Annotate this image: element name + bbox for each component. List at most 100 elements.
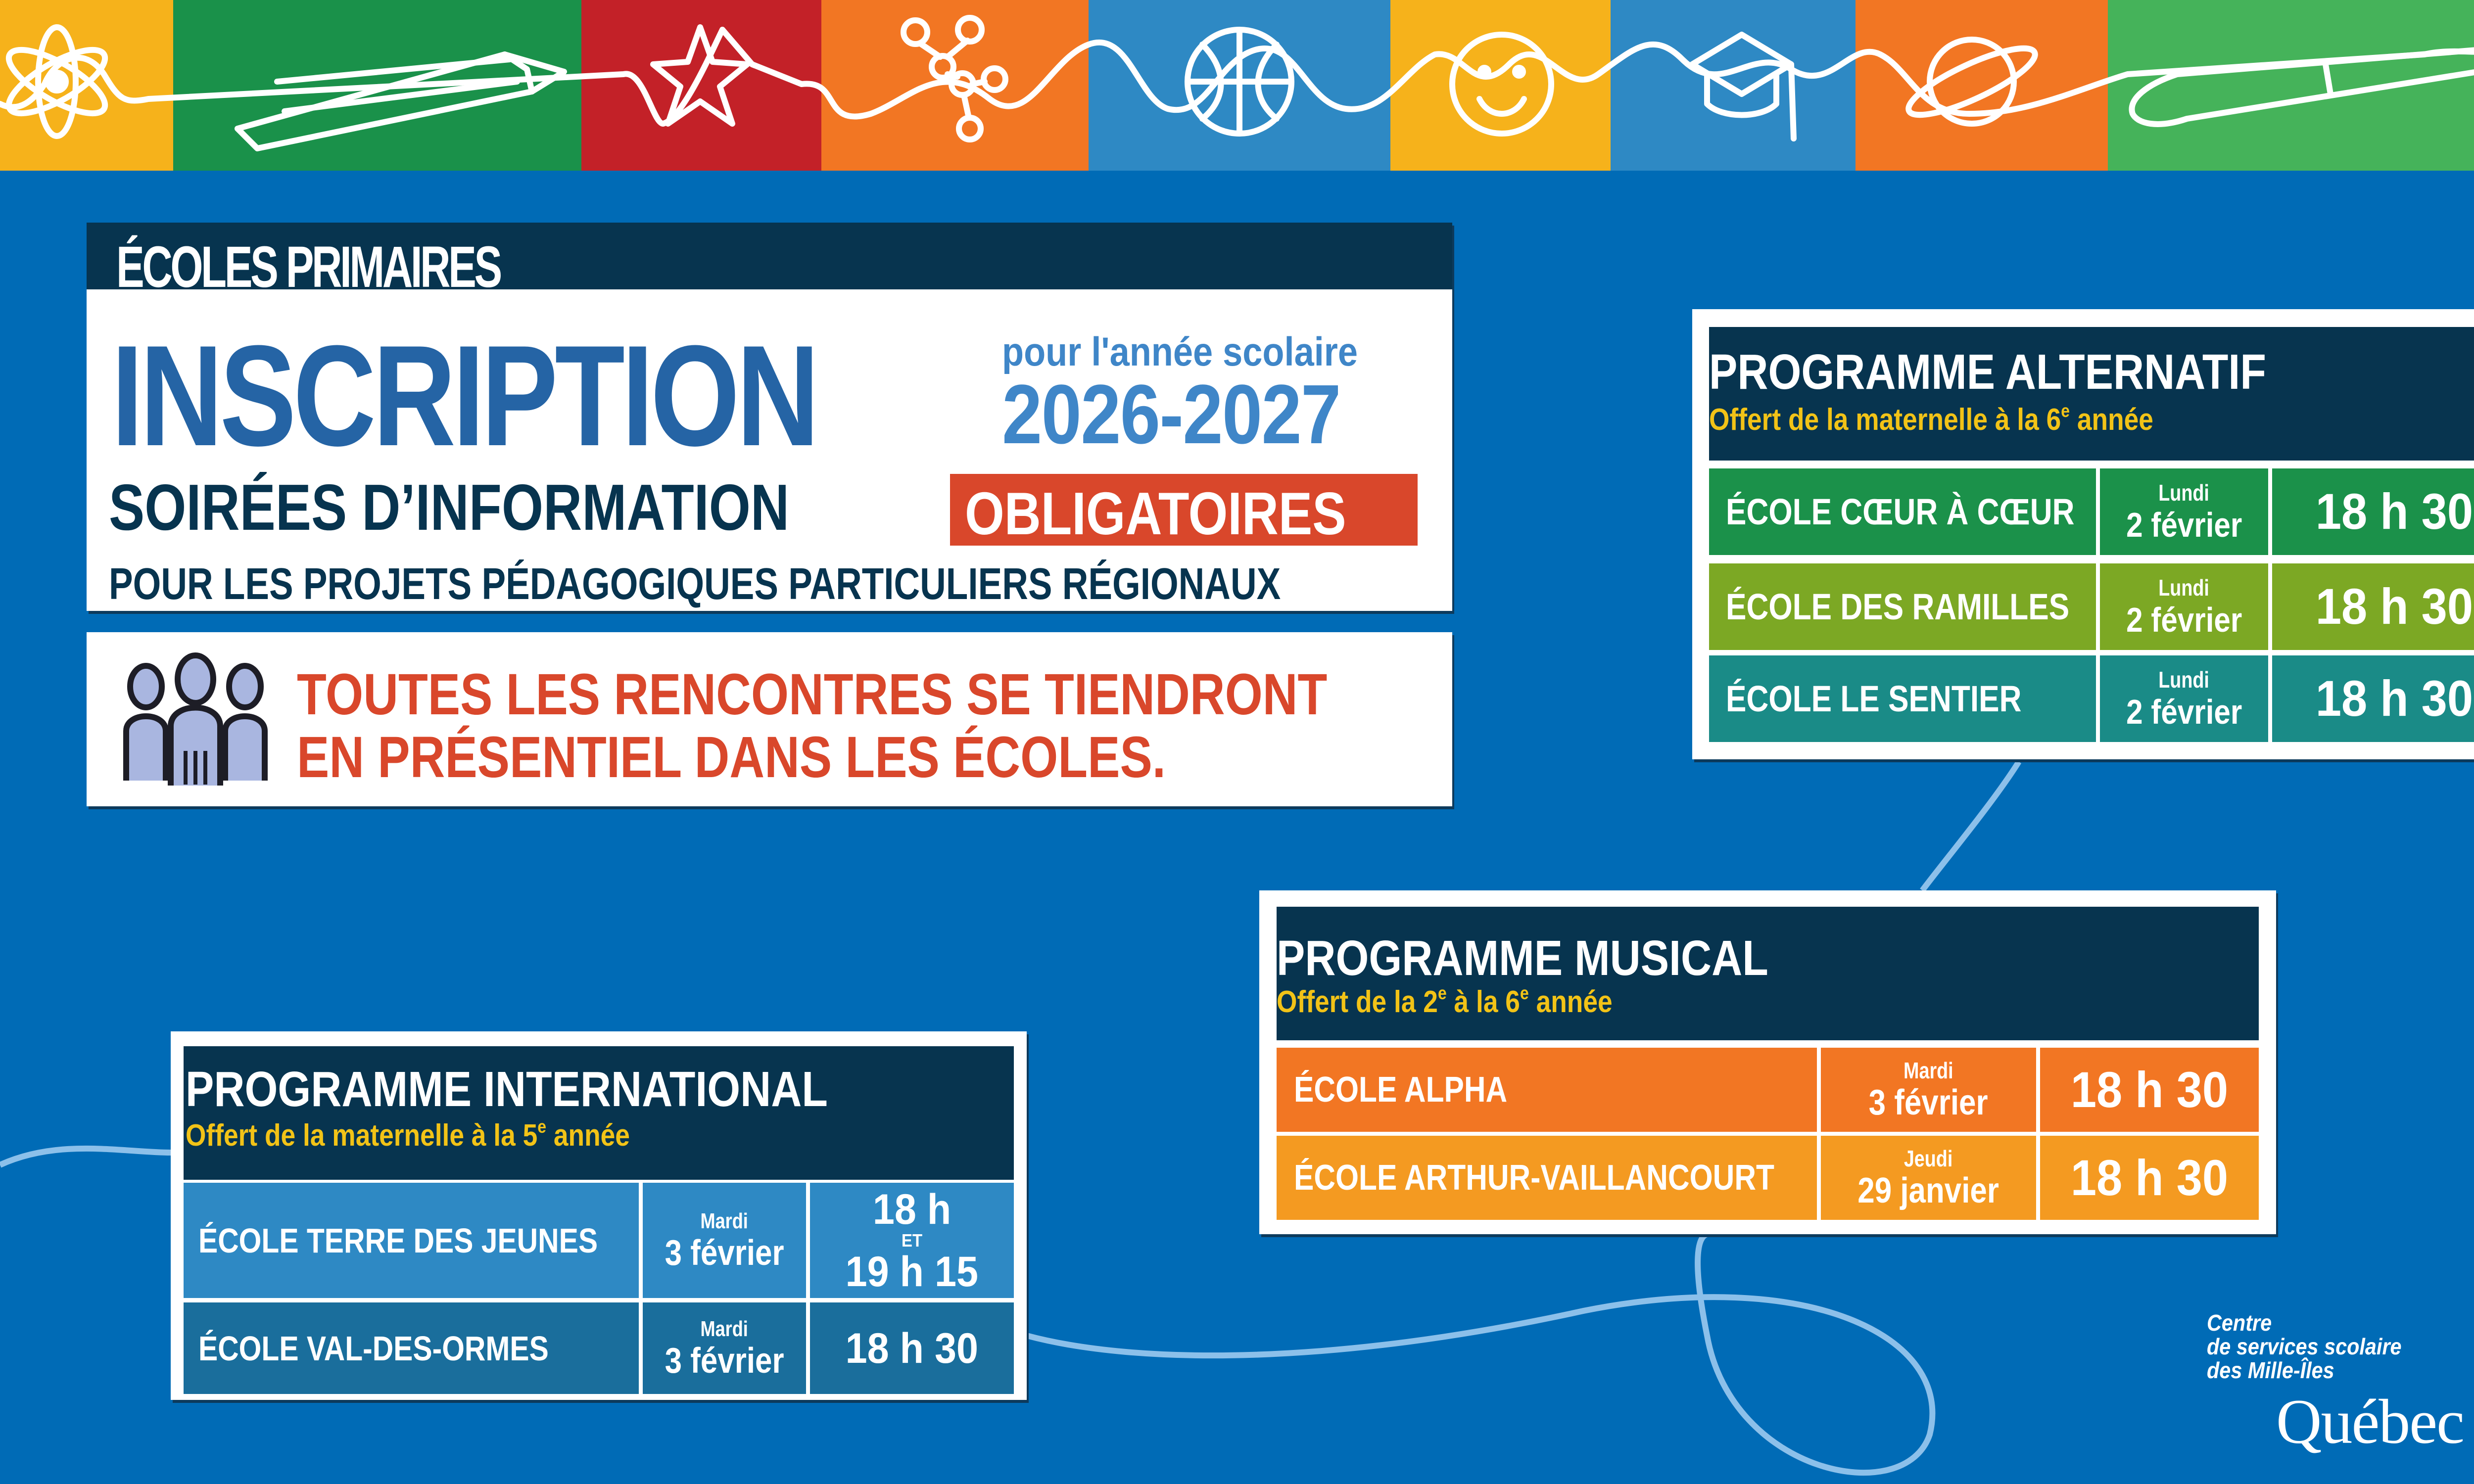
- date: 2 février: [2126, 692, 2242, 731]
- paintbrush-icon: [2129, 47, 2474, 127]
- date: 29 janvier: [1857, 1171, 1999, 1210]
- time: 18 h 30: [2315, 670, 2474, 727]
- weekday: Mardi: [1903, 1058, 1953, 1083]
- school-name-cell: ÉCOLE ARTHUR-VAILLANCOURT: [1277, 1136, 1817, 1220]
- program-title: PROGRAMME ALTERNATIF: [1709, 344, 2266, 400]
- people-group-icon: [123, 652, 268, 786]
- time-second: 19 h 15: [845, 1248, 979, 1296]
- page-title: INSCRIPTION: [111, 316, 819, 476]
- in-person-notice-card: TOUTES LES RENCONTRES SE TIENDRONT EN PR…: [87, 632, 1452, 806]
- pencil-icon: [235, 51, 567, 151]
- school-year-label: pour l'année scolaire: [1002, 329, 1358, 374]
- grades-text-end: année: [546, 1118, 630, 1153]
- category-bar: ÉCOLES PRIMAIRES: [87, 223, 1452, 300]
- school-name-cell: ÉCOLE CŒUR À CŒUR: [1709, 468, 2096, 555]
- date: 2 février: [2126, 600, 2242, 639]
- notice-line-1: TOUTES LES RENCONTRES SE TIENDRONT: [297, 662, 1328, 727]
- school-year: 2026-2027: [1002, 368, 1341, 462]
- date: 3 février: [1869, 1083, 1988, 1122]
- program-grades: Offert de la maternelle à la 6e année: [1709, 400, 2153, 437]
- program-international-card: PROGRAMME INTERNATIONAL Offert de la mat…: [171, 1031, 1027, 1400]
- weekday: Lundi: [2158, 574, 2210, 601]
- time-cell: 18 h 30: [2272, 468, 2474, 555]
- registration-header-card: ÉCOLES PRIMAIRES INSCRIPTION pour l'anné…: [87, 223, 1452, 611]
- program-header: [184, 1046, 1014, 1180]
- grades-text: à la 6: [1446, 985, 1520, 1019]
- quebec-wordmark: Québec: [2276, 1387, 2465, 1457]
- table-row: ÉCOLE ARTHUR-VAILLANCOURT Jeudi 29 janvie…: [1277, 1136, 2259, 1220]
- weekday: Jeudi: [1904, 1146, 1953, 1171]
- atom-icon: [5, 24, 108, 139]
- time-cell: 18 h ET 19 h 15: [810, 1183, 1014, 1298]
- date-cell: Lundi 2 février: [2100, 468, 2268, 555]
- time-cell: 18 h 30: [2040, 1048, 2259, 1132]
- time-cell: 18 h 30: [810, 1302, 1014, 1394]
- table-row: ÉCOLE LE SENTIER Lundi 2 février 18 h 30: [1709, 655, 2474, 742]
- mandatory-badge-label: OBLIGATOIRES: [965, 480, 1346, 547]
- date-cell: Lundi 2 février: [2100, 563, 2268, 650]
- weekday: Lundi: [2158, 479, 2210, 506]
- date-cell: Jeudi 29 janvier: [1821, 1136, 2036, 1220]
- banner-stripe-planet: [1856, 0, 2108, 171]
- table-row: ÉCOLE DES RAMILLES Lundi 2 février 18 h 3…: [1709, 563, 2474, 650]
- program-musical-card: PROGRAMME MUSICAL Offert de la 2e à la 6…: [1259, 890, 2276, 1234]
- graduation-cap-icon: [1689, 32, 1797, 141]
- grades-superscript: e: [2061, 400, 2070, 421]
- weekday: Mardi: [700, 1316, 749, 1341]
- time-cell: 18 h 30: [2040, 1136, 2259, 1220]
- school-name-cell: ÉCOLE LE SENTIER: [1709, 655, 2096, 742]
- organization-name: Centre de services scolaire des Mille-Îl…: [2207, 1310, 2402, 1383]
- school-name: ÉCOLE DES RAMILLES: [1726, 586, 2070, 627]
- grades-text: Offert de la maternelle à la 6: [1709, 403, 2061, 437]
- category-label: ÉCOLES PRIMAIRES: [116, 234, 502, 300]
- star-icon: [650, 24, 750, 127]
- grades-text-end: année: [2070, 403, 2153, 437]
- date-cell: Lundi 2 février: [2100, 655, 2268, 742]
- time: 18 h 30: [2070, 1149, 2229, 1206]
- date: 3 février: [665, 1233, 784, 1273]
- time-cell: 18 h 30: [2272, 563, 2474, 650]
- time: 18 h: [872, 1185, 952, 1233]
- planet-icon: [1905, 37, 2038, 127]
- time: 18 h 30: [2070, 1061, 2229, 1118]
- banner-line-icon: [0, 27, 2474, 127]
- date-cell: Mardi 3 février: [1821, 1048, 2036, 1132]
- school-name-cell: ÉCOLE DES RAMILLES: [1709, 563, 2096, 650]
- molecule-icon: [901, 15, 1008, 142]
- smiley-icon: [1449, 32, 1554, 137]
- grades-text-end: année: [1528, 985, 1613, 1019]
- grades-superscript: e: [537, 1116, 547, 1137]
- weekday: Mardi: [700, 1208, 749, 1233]
- program-header: [1277, 907, 2259, 1040]
- program-alternatif-card: PROGRAMME ALTERNATIF Offert de la matern…: [1692, 309, 2474, 759]
- program-title: PROGRAMME MUSICAL: [1277, 930, 1768, 986]
- time: 18 h 30: [2315, 483, 2474, 540]
- decorative-banner: [0, 0, 2474, 171]
- basketball-icon: [1185, 27, 1294, 137]
- mandatory-badge: OBLIGATOIRES: [950, 474, 1418, 547]
- school-name-cell: ÉCOLE TERRE DES JEUNES: [184, 1183, 639, 1298]
- notice-line-2: EN PRÉSENTIEL DANS LES ÉCOLES.: [297, 725, 1166, 790]
- grades-superscript: e: [1520, 982, 1529, 1004]
- information-sessions-heading: SOIRÉES D’INFORMATION: [109, 471, 790, 544]
- projects-subtitle: POUR LES PROJETS PÉDAGOGIQUES PARTICULIE…: [109, 559, 1281, 609]
- grades-superscript: e: [1437, 982, 1447, 1004]
- school-name: ÉCOLE TERRE DES JEUNES: [198, 1221, 598, 1260]
- school-name: ÉCOLE VAL-DES-ORMES: [198, 1329, 549, 1368]
- weekday: Lundi: [2158, 666, 2210, 693]
- program-grades: Offert de la maternelle à la 5e année: [186, 1116, 630, 1153]
- time-cell: 18 h 30: [2272, 655, 2474, 742]
- table-row: ÉCOLE CŒUR À CŒUR Lundi 2 février 18 h 30: [1709, 468, 2474, 555]
- date-cell: Mardi 3 février: [643, 1302, 806, 1394]
- school-name-cell: ÉCOLE VAL-DES-ORMES: [184, 1302, 639, 1394]
- table-row: ÉCOLE ALPHA Mardi 3 février 18 h 30: [1277, 1048, 2259, 1132]
- program-header: [1709, 327, 2474, 461]
- school-name: ÉCOLE LE SENTIER: [1726, 678, 2022, 719]
- date: 2 février: [2126, 505, 2242, 544]
- program-grades: Offert de la 2e à la 6e année: [1277, 982, 1613, 1020]
- date-cell: Mardi 3 février: [643, 1183, 806, 1298]
- date: 3 février: [665, 1341, 784, 1381]
- banner-stripe-smiley: [1390, 0, 1611, 171]
- table-row: ÉCOLE VAL-DES-ORMES Mardi 3 février 18 h …: [184, 1302, 1014, 1394]
- time: 18 h 30: [2315, 578, 2474, 635]
